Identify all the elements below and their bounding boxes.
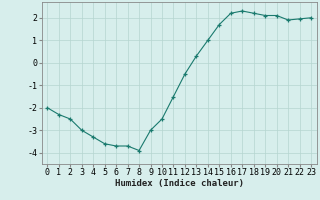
X-axis label: Humidex (Indice chaleur): Humidex (Indice chaleur): [115, 179, 244, 188]
